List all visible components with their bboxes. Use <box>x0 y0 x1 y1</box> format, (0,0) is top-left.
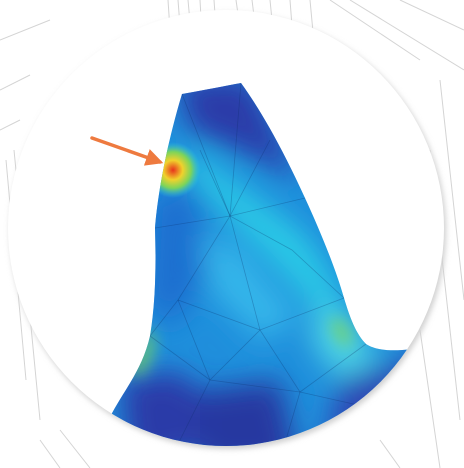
finite-element-mesh <box>149 83 381 446</box>
indicator-arrow <box>90 136 164 166</box>
